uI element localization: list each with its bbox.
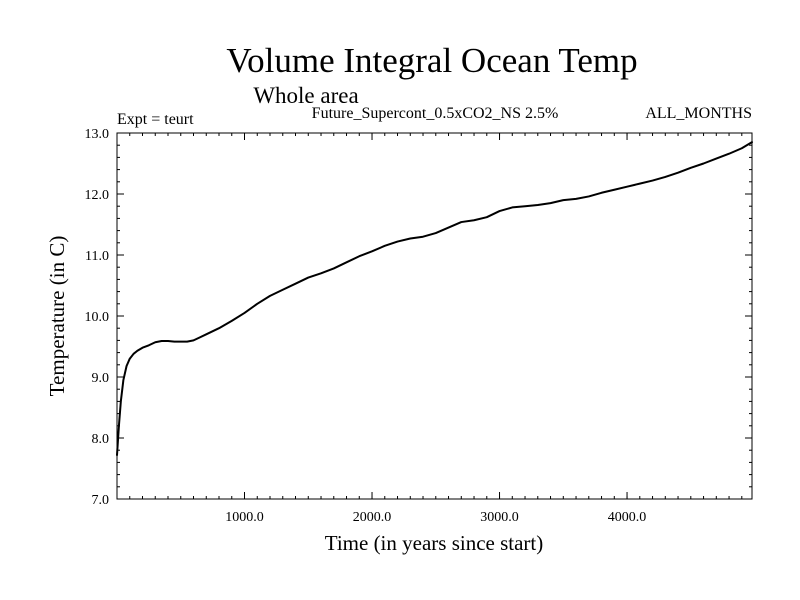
- series-layer: [116, 141, 753, 457]
- chart-subtitle: Whole area: [253, 83, 358, 108]
- y-tick-label: 9.0: [92, 371, 110, 386]
- y-axis-title: Temperature (in C): [45, 236, 69, 397]
- y-tick-label: 8.0: [92, 432, 110, 447]
- experiment-label: Expt = teurt: [117, 111, 194, 128]
- axes: 1000.0 2000.0 3000.0 4000.0 7.0 8.0 9.0 10.0 11.…: [85, 127, 752, 525]
- series-line: [116, 141, 753, 457]
- y-tick-label: 12.0: [85, 188, 110, 203]
- x-tick-label: 2000.0: [353, 510, 392, 525]
- run-label: Future_Supercont_0.5xCO2_NS 2.5%: [312, 105, 559, 122]
- x-tick-label: 3000.0: [480, 510, 519, 525]
- chart-title: Volume Integral Ocean Temp: [226, 41, 637, 80]
- period-label: ALL_MONTHS: [645, 105, 752, 122]
- plot-frame: [116, 132, 753, 500]
- x-tick-label: 1000.0: [225, 510, 264, 525]
- y-tick-label: 13.0: [85, 127, 110, 142]
- x-axis-title: Time (in years since start): [325, 531, 544, 555]
- x-tick-label: 4000.0: [608, 510, 647, 525]
- y-tick-label: 10.0: [85, 310, 110, 325]
- y-tick-label: 11.0: [85, 249, 109, 264]
- y-tick-label: 7.0: [92, 493, 110, 508]
